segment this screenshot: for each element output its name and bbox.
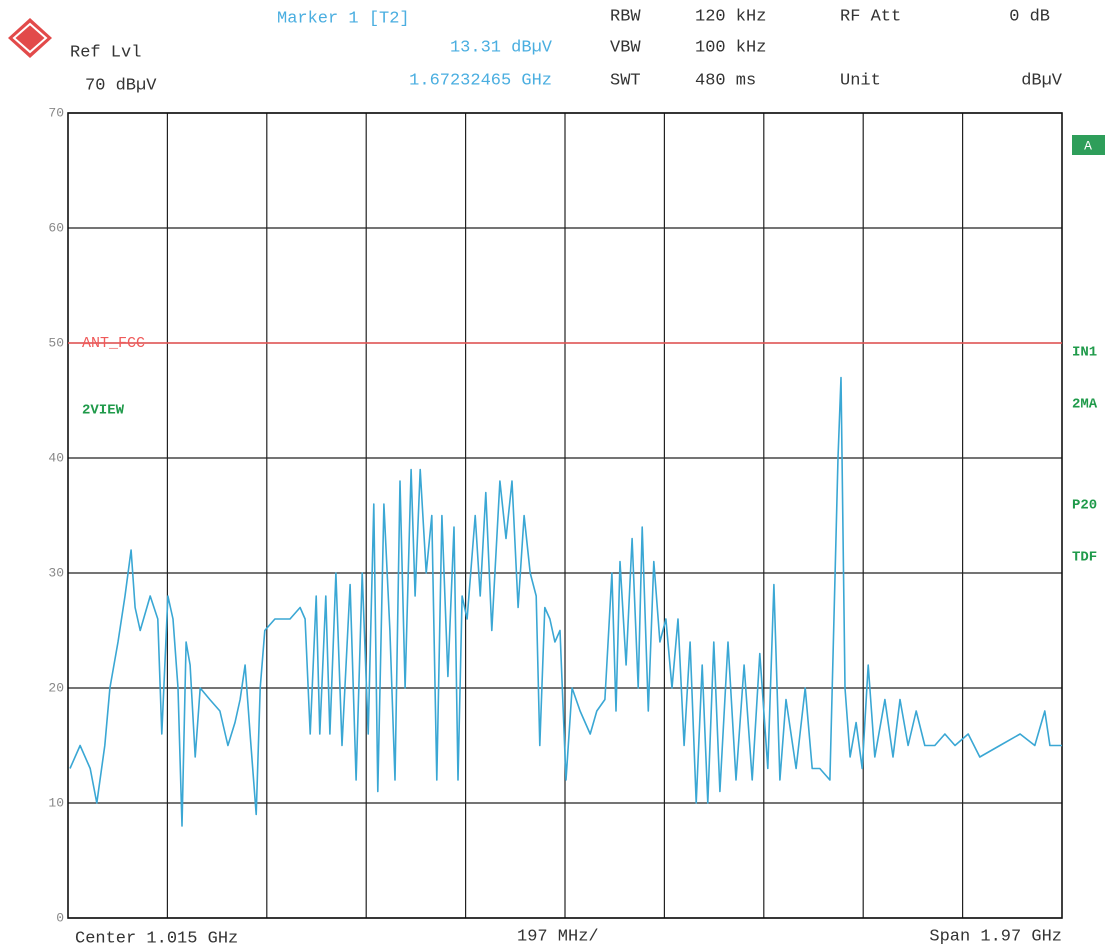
- ref-level-label: Ref Lvl: [70, 43, 141, 62]
- side-label: IN1: [1072, 345, 1097, 361]
- plot-frame: [67, 112, 1063, 919]
- logo: [8, 18, 52, 58]
- span: Span 1.97 GHz: [929, 927, 1062, 946]
- ref-level: 70 dBµV: [85, 76, 157, 95]
- setting-label: VBW: [610, 38, 641, 57]
- setting-label: RBW: [610, 7, 641, 26]
- side-box-label: A: [1084, 138, 1092, 153]
- trace: [69, 376, 1062, 827]
- side-label: 2MA: [1072, 397, 1098, 413]
- y-tick-label: 10: [48, 795, 64, 810]
- setting-value: 100 kHz: [695, 38, 766, 57]
- setting-label: SWT: [610, 71, 641, 90]
- trace-label: 2VIEW: [82, 403, 125, 419]
- y-tick-label: 50: [48, 335, 64, 350]
- setting-label: RF Att: [840, 7, 901, 26]
- division: 197 MHz/: [517, 927, 599, 946]
- setting-label: Unit: [840, 71, 881, 90]
- setting-value: 480 ms: [695, 71, 756, 90]
- setting-value: 0 dB: [1009, 7, 1050, 26]
- y-tick-label: 60: [48, 220, 64, 235]
- side-label: TDF: [1072, 550, 1097, 566]
- y-tick-label: 0: [56, 910, 64, 925]
- center-freq: Center 1.015 GHz: [75, 929, 238, 948]
- limit-label: ANT_FCC: [82, 335, 145, 352]
- side-label: P20: [1072, 498, 1097, 514]
- setting-value: 120 kHz: [695, 7, 766, 26]
- side-box: [1072, 135, 1105, 155]
- marker-freq: 1.67232465 GHz: [409, 71, 552, 90]
- y-tick-label: 30: [48, 565, 64, 580]
- y-tick-label: 40: [48, 450, 64, 465]
- y-tick-label: 20: [48, 680, 64, 695]
- marker-level: 13.31 dBµV: [450, 38, 553, 57]
- setting-value: dBµV: [1021, 71, 1063, 90]
- marker-title: Marker 1 [T2]: [277, 9, 410, 28]
- y-tick-label: 70: [48, 105, 64, 120]
